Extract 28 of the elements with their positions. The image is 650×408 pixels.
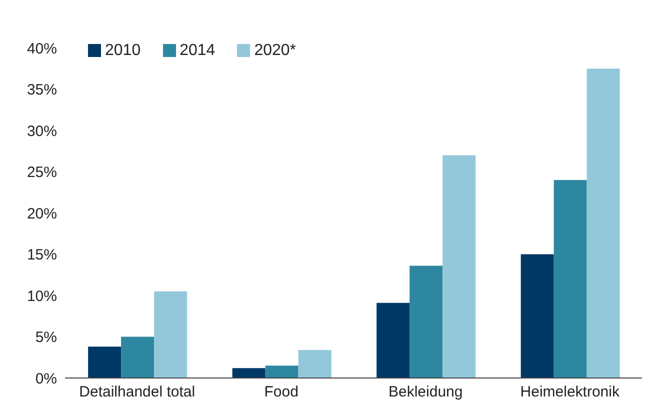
legend-label: 2020* (254, 42, 296, 59)
y-tick-label: 10% (26, 288, 57, 305)
legend-label: 2010 (105, 42, 141, 59)
y-tick-label: 5% (35, 329, 57, 346)
legend-label: 2014 (180, 42, 216, 59)
bar (442, 155, 476, 378)
y-tick-label: 35% (26, 82, 57, 99)
y-tick-label: 40% (26, 40, 57, 58)
bar (232, 368, 266, 378)
bar (265, 366, 298, 378)
bar (121, 336, 154, 378)
y-tick-label: 25% (26, 164, 57, 182)
bar (88, 346, 122, 378)
bar (410, 266, 443, 378)
x-tick-label: Bekleidung (388, 384, 463, 401)
y-tick-label: 15% (26, 246, 57, 264)
bar (298, 350, 332, 378)
y-tick-label: 20% (26, 205, 57, 222)
bar (154, 291, 188, 378)
bar (554, 180, 587, 378)
x-tick-label: Detailhandel total (79, 384, 196, 401)
bar (376, 302, 410, 378)
bar (520, 254, 554, 378)
bar (586, 68, 620, 378)
x-tick-label: Heimelektronik (520, 384, 620, 401)
y-tick-label: 30% (26, 122, 57, 140)
y-tick-label: 0% (35, 370, 57, 388)
x-tick-label: Food (264, 384, 298, 401)
